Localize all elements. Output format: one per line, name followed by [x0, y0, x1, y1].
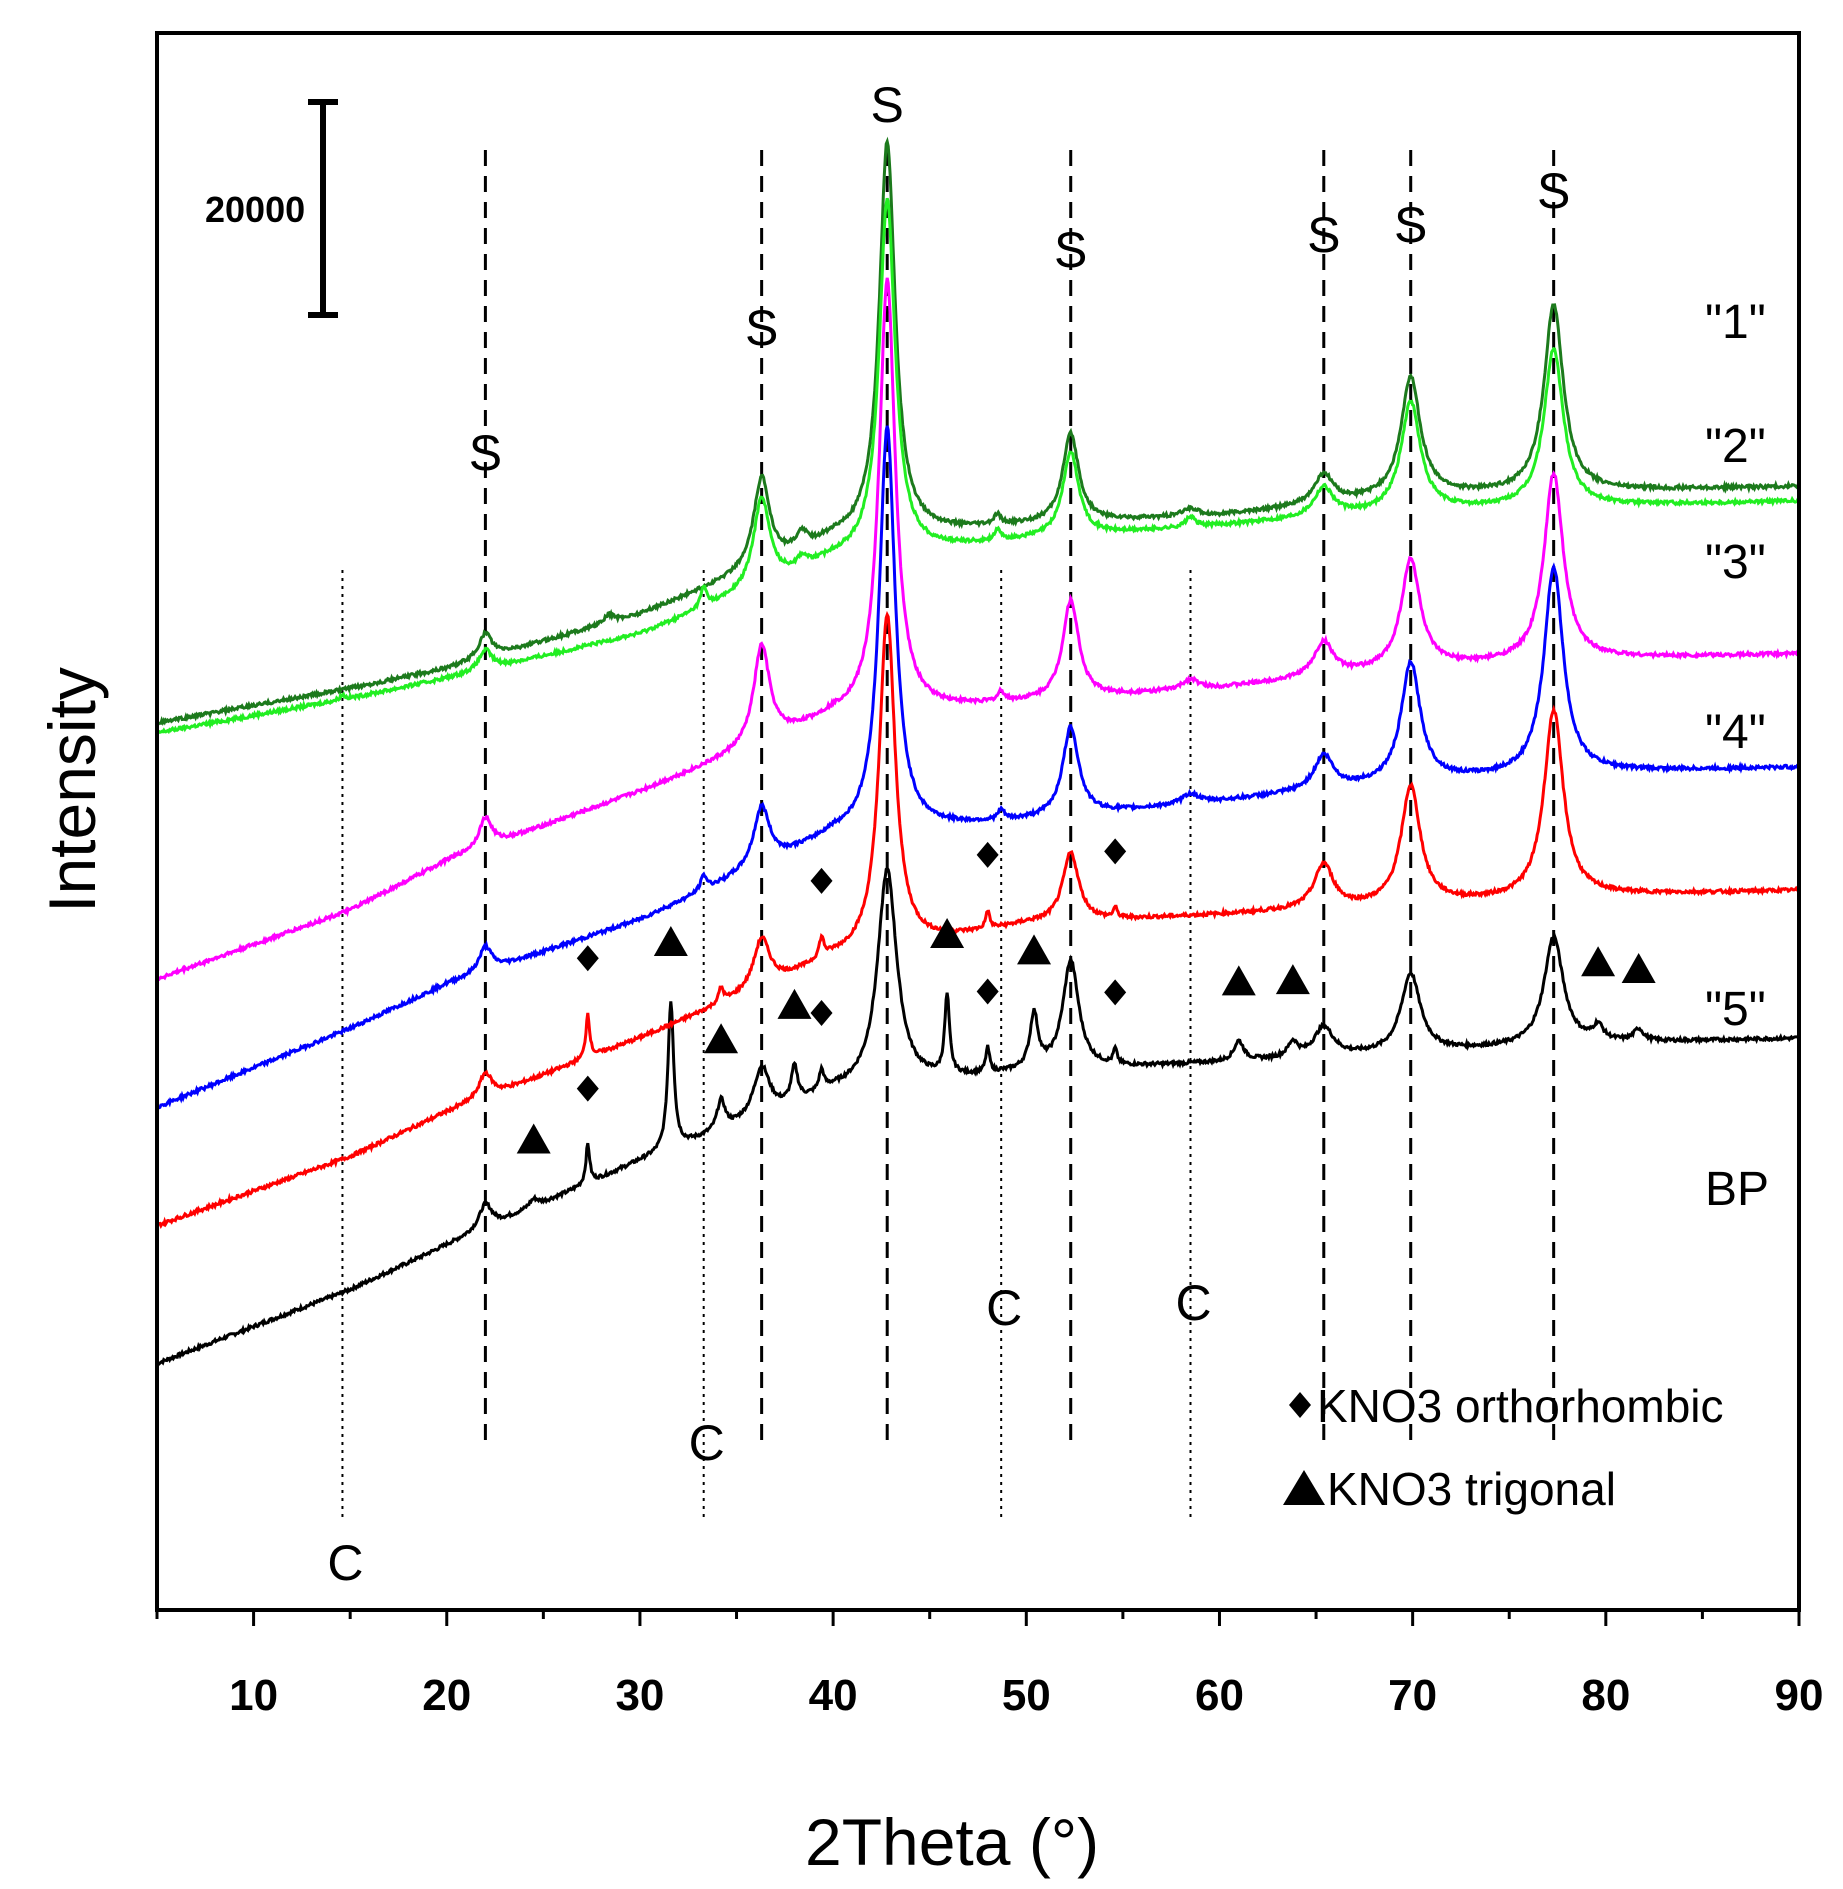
- triangle-marker-1: [516, 1123, 551, 1154]
- series-curve-2: [155, 610, 1800, 1230]
- phase-label-s-1: S: [469, 425, 502, 481]
- triangle-marker-5: [930, 917, 965, 948]
- phase-label-s-2: S: [745, 300, 778, 356]
- diamond-marker-2-2: [810, 867, 833, 894]
- series-curve-5: [156, 136, 1801, 727]
- x-tick-label-80: 80: [1581, 1671, 1630, 1720]
- diamond-marker-2-1: [576, 945, 599, 972]
- phase-label-s-4: S: [1054, 222, 1087, 278]
- reference-lines: [341, 150, 1556, 1520]
- phase-label-s-3: S: [871, 77, 904, 133]
- x-tick-label-30: 30: [615, 1671, 664, 1720]
- triangle-marker-9: [1581, 946, 1616, 977]
- series-label-bp: BP: [1705, 1163, 1769, 1216]
- triangle-marker-2: [653, 925, 688, 956]
- diamond-marker-2-4: [1104, 838, 1127, 865]
- x-tick-label-10: 10: [229, 1671, 278, 1720]
- legend-diamond-marker: [1289, 1392, 1311, 1418]
- series-label-5: "5": [1705, 983, 1766, 1036]
- phase-markers: [516, 838, 1656, 1154]
- x-axis-title: 2Theta (°): [805, 1805, 1099, 1879]
- scale-bar: 20000: [205, 99, 338, 318]
- series-curve-6: [156, 197, 1800, 734]
- x-tick-label-50: 50: [1002, 1671, 1051, 1720]
- series-curve-3: [156, 425, 1801, 1110]
- x-tick-label-70: 70: [1388, 1671, 1437, 1720]
- series-group: [155, 136, 1801, 1367]
- plot-frame: [155, 31, 1801, 1612]
- diamond-marker-1-4: [1104, 979, 1127, 1006]
- triangle-marker-4: [777, 988, 812, 1019]
- diamond-marker-1-2: [810, 999, 833, 1026]
- diamond-marker-1-1: [576, 1075, 599, 1102]
- x-tick-label-40: 40: [809, 1671, 858, 1720]
- series-curve-4: [156, 277, 1801, 982]
- legend-triangle-marker: [1283, 1470, 1325, 1505]
- triangle-marker-7: [1221, 965, 1256, 996]
- diamond-marker-2-3: [976, 841, 999, 868]
- triangle-marker-8: [1275, 964, 1310, 995]
- phase-label-c-2: C: [689, 1415, 725, 1471]
- phase-label-c-3: C: [986, 1280, 1022, 1336]
- series-curve-1: [156, 866, 1799, 1367]
- y-axis-title: Intensity: [35, 667, 109, 913]
- triangle-marker-3: [704, 1023, 739, 1054]
- diamond-marker-1-3: [976, 978, 999, 1005]
- phase-label-s-5: S: [1307, 207, 1340, 263]
- legend-label-orthorhombic: KNO3 orthorhombic: [1317, 1380, 1724, 1432]
- phase-label-s-7: S: [1537, 163, 1570, 219]
- triangle-marker-10: [1621, 952, 1656, 983]
- x-tick-label-20: 20: [422, 1671, 471, 1720]
- series-label-3: "3": [1705, 536, 1766, 589]
- phase-label-c-1: C: [327, 1535, 363, 1591]
- x-axis-ticks: 10 20 30 40 50 60 70 80 90: [155, 1610, 1824, 1720]
- x-tick-label-90: 90: [1775, 1671, 1824, 1720]
- x-tick-label-60: 60: [1195, 1671, 1244, 1720]
- series-label-4: "4": [1705, 706, 1766, 759]
- legend-label-trigonal: KNO3 trigonal: [1327, 1463, 1616, 1515]
- scale-bar-label: 20000: [205, 189, 305, 230]
- legend: KNO3 orthorhombic KNO3 trigonal: [1283, 1380, 1724, 1515]
- phase-label-c-4: C: [1175, 1275, 1211, 1331]
- triangle-marker-6: [1017, 934, 1052, 965]
- phase-label-s-6: S: [1394, 197, 1427, 253]
- series-label-2: "2": [1705, 420, 1766, 473]
- series-label-1: "1": [1705, 296, 1766, 349]
